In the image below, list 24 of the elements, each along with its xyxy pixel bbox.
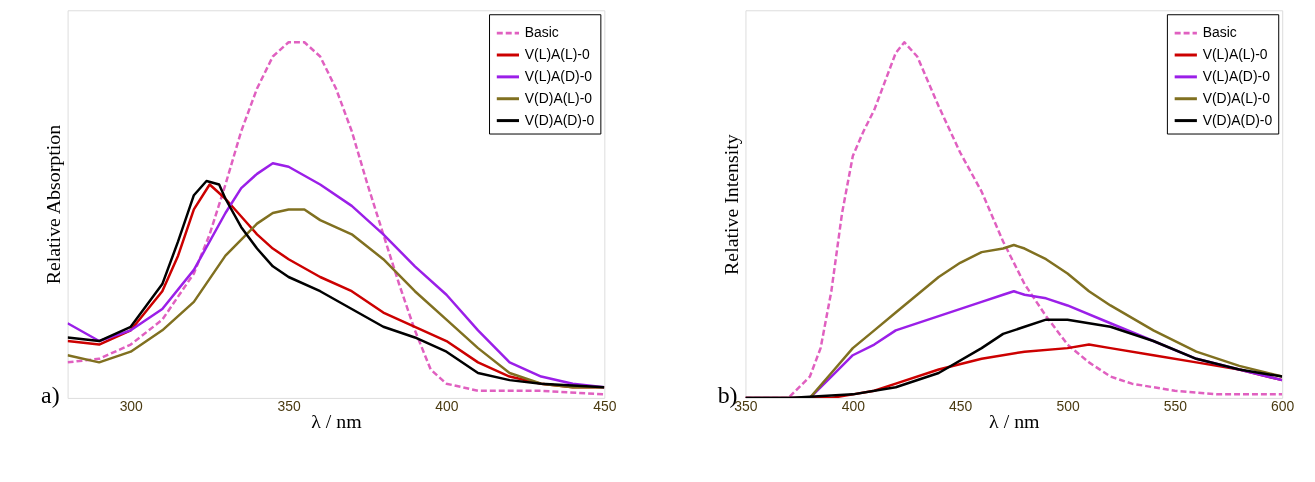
- x-axis-title: λ / nm: [311, 410, 363, 433]
- y-axis-title: Relative Absorption: [42, 124, 65, 285]
- legend-label: V(D)A(D)-0: [524, 111, 595, 128]
- legend-label: V(L)A(L)-0: [1202, 45, 1268, 62]
- legend-label: V(L)A(D)-0: [1202, 67, 1271, 84]
- text: a): [41, 381, 60, 408]
- legend-label: V(D)A(D)-0: [1202, 111, 1273, 128]
- x-axis-title: λ / nm: [989, 410, 1041, 433]
- y-axis-title: Relative Intensity: [720, 134, 743, 275]
- x-tick-label: 450: [593, 398, 617, 415]
- legend-label: V(D)A(L)-0: [1202, 89, 1271, 106]
- x-tick-label: 400: [435, 398, 459, 415]
- legend-label: V(L)A(L)-0: [524, 45, 590, 62]
- x-tick-label: 500: [1056, 398, 1080, 415]
- x-tick-label: 450: [949, 398, 973, 415]
- x-tick-label: 550: [1163, 398, 1188, 415]
- legend-label: Basic: [524, 24, 559, 41]
- x-tick-label: 350: [277, 398, 301, 415]
- legend-label: V(D)A(L)-0: [524, 89, 593, 106]
- x-tick-label: 400: [841, 398, 866, 415]
- x-tick-label: 600: [1271, 398, 1295, 415]
- legend-label: V(L)A(D)-0: [524, 67, 593, 84]
- x-tick-label: 300: [119, 398, 144, 415]
- legend-label: Basic: [1202, 24, 1237, 41]
